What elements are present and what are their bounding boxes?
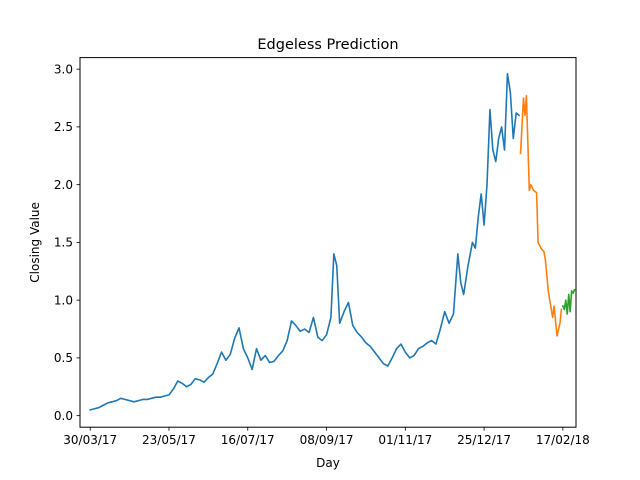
y-tick-label: 3.0 bbox=[54, 62, 73, 76]
y-axis-title: Closing Value bbox=[28, 202, 42, 283]
series-line-3 bbox=[561, 288, 576, 315]
series-line-2 bbox=[519, 94, 563, 337]
x-tick-label: 30/03/17 bbox=[63, 433, 117, 447]
chart-title: Edgeless Prediction bbox=[257, 37, 398, 53]
x-tick-label: 08/09/17 bbox=[300, 433, 354, 447]
x-tick-label: 17/02/18 bbox=[536, 433, 590, 447]
x-axis-title: Day bbox=[316, 456, 340, 470]
y-axis: 0.0 0.5 1.0 1.5 2.0 2.5 3.0 bbox=[54, 62, 80, 423]
y-tick-label: 2.0 bbox=[54, 178, 73, 192]
y-tick-label: 1.0 bbox=[54, 293, 73, 307]
plot-lines bbox=[89, 72, 576, 411]
x-tick-label: 01/11/17 bbox=[378, 433, 432, 447]
x-tick-label: 25/12/17 bbox=[457, 433, 511, 447]
x-tick-label: 23/05/17 bbox=[142, 433, 196, 447]
y-tick-label: 0.5 bbox=[54, 351, 73, 365]
y-tick-label: 0.0 bbox=[54, 409, 73, 423]
y-tick-label: 2.5 bbox=[54, 120, 73, 134]
x-axis: 30/03/17 23/05/17 16/07/17 08/09/17 01/11/17… bbox=[63, 427, 590, 447]
x-tick-label: 16/07/17 bbox=[221, 433, 275, 447]
series-line-1 bbox=[89, 72, 521, 411]
y-tick-label: 1.5 bbox=[54, 236, 73, 250]
